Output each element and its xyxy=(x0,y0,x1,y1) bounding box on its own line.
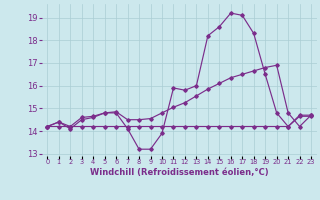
X-axis label: Windchill (Refroidissement éolien,°C): Windchill (Refroidissement éolien,°C) xyxy=(90,168,268,177)
